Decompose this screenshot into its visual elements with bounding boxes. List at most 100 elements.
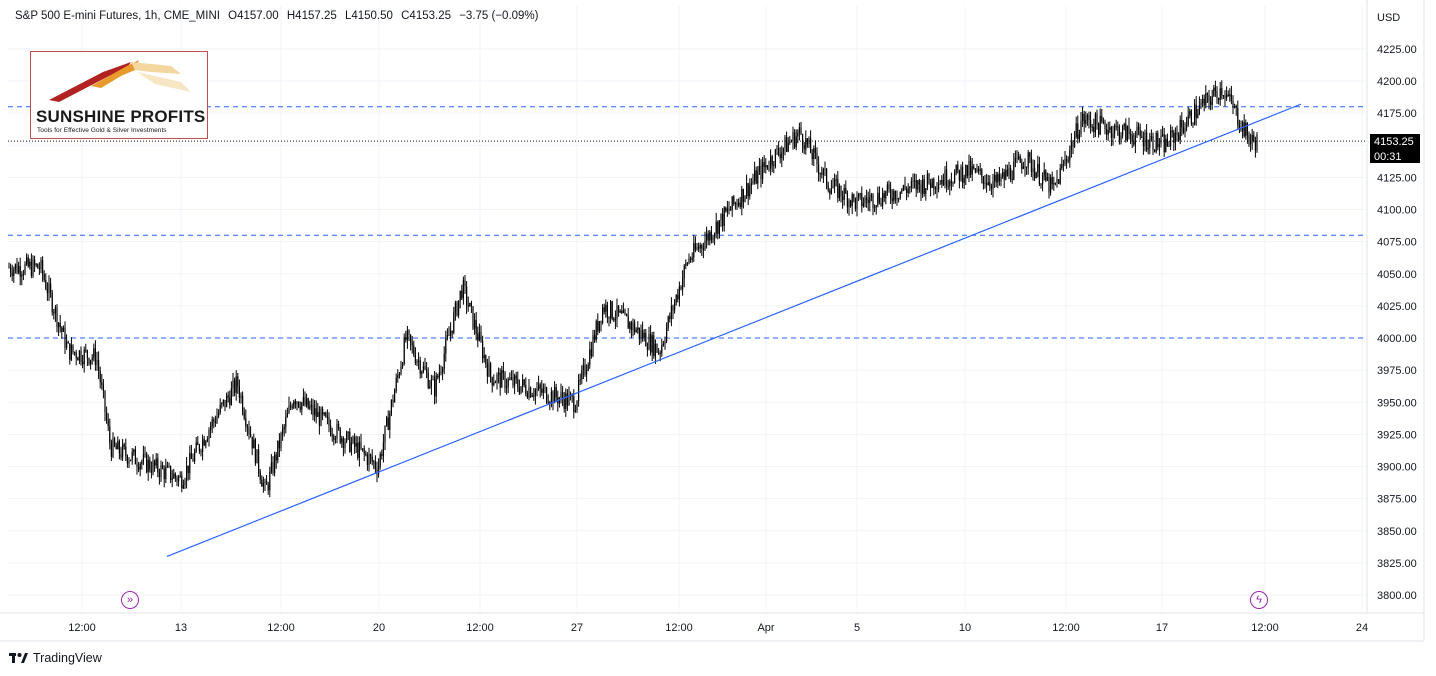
candle bbox=[968, 154, 970, 182]
candle-body bbox=[384, 425, 386, 443]
candle bbox=[696, 242, 698, 251]
candle bbox=[995, 171, 997, 188]
candle-body bbox=[266, 481, 268, 485]
candle bbox=[110, 439, 112, 461]
candle-body bbox=[694, 243, 696, 250]
time-axis[interactable]: 12:00 13 12:00 20 12:00 27 12:00 Apr 5 10 12:00 17 1… bbox=[68, 622, 1368, 634]
candle bbox=[739, 197, 741, 210]
candle bbox=[472, 306, 474, 331]
candle-body bbox=[37, 264, 39, 269]
candle bbox=[326, 409, 328, 425]
candle-body bbox=[346, 432, 348, 442]
candle bbox=[494, 380, 496, 384]
lightning-event-icon[interactable]: ϟ bbox=[1250, 591, 1268, 609]
candle bbox=[342, 436, 344, 457]
candle-body bbox=[949, 181, 951, 187]
candle-body bbox=[1046, 177, 1048, 181]
candle bbox=[685, 259, 687, 270]
candle bbox=[576, 400, 578, 413]
footer[interactable]: TradingView bbox=[9, 651, 102, 665]
candle-body bbox=[939, 183, 941, 185]
candle-body bbox=[381, 453, 383, 456]
candle bbox=[411, 336, 413, 354]
candle bbox=[714, 232, 716, 246]
candle bbox=[523, 378, 525, 388]
candle-body bbox=[840, 186, 842, 197]
candle-body bbox=[1048, 177, 1050, 193]
candle bbox=[565, 388, 567, 417]
candle-body bbox=[834, 179, 836, 187]
candle-body bbox=[664, 340, 666, 344]
candle bbox=[349, 428, 351, 453]
symbol-legend[interactable]: S&P 500 E-mini Futures, 1h, CME_MINI O41… bbox=[15, 10, 543, 22]
candle-body bbox=[1128, 126, 1130, 135]
candle bbox=[973, 163, 975, 170]
candle bbox=[1224, 90, 1226, 107]
candle bbox=[805, 130, 807, 155]
candle bbox=[491, 376, 493, 393]
candle bbox=[35, 262, 37, 268]
candle-body bbox=[1006, 169, 1008, 176]
candle bbox=[989, 175, 991, 192]
candle bbox=[298, 401, 300, 409]
candle-body bbox=[206, 439, 208, 442]
candle bbox=[904, 176, 906, 191]
candle bbox=[29, 258, 31, 270]
candle bbox=[1128, 117, 1130, 140]
candle bbox=[619, 309, 621, 314]
candle-body bbox=[459, 290, 461, 301]
candle bbox=[712, 235, 714, 244]
candle bbox=[766, 165, 768, 170]
candle bbox=[82, 354, 84, 369]
candle bbox=[1158, 138, 1160, 156]
candle bbox=[339, 427, 341, 445]
candle-body bbox=[534, 389, 536, 397]
candle bbox=[1090, 111, 1092, 134]
candle bbox=[1109, 121, 1111, 133]
candle-body bbox=[214, 421, 216, 423]
candle-body bbox=[757, 171, 759, 184]
candle-body bbox=[672, 306, 674, 311]
candle-body bbox=[872, 194, 874, 208]
candle bbox=[304, 391, 306, 407]
price-axis[interactable]: 3800.003825.003850.003875.003900.003925.… bbox=[1377, 44, 1417, 602]
candle-body bbox=[1053, 183, 1055, 185]
candle bbox=[344, 438, 346, 454]
candle-body bbox=[320, 408, 322, 426]
candle bbox=[942, 173, 944, 187]
fast-forward-event-icon[interactable]: » bbox=[121, 591, 139, 609]
candle-body bbox=[269, 471, 271, 491]
candle bbox=[990, 183, 992, 196]
candle bbox=[768, 160, 770, 172]
candle-body bbox=[773, 165, 775, 167]
candle bbox=[520, 386, 522, 395]
candle-body bbox=[1107, 129, 1109, 135]
candle bbox=[514, 373, 516, 395]
candle-body bbox=[474, 319, 476, 329]
candle bbox=[626, 313, 628, 317]
candle-body bbox=[686, 263, 688, 265]
candle-body bbox=[595, 321, 597, 341]
candle-body bbox=[270, 462, 272, 472]
candle bbox=[946, 161, 948, 193]
candle-body bbox=[117, 441, 119, 450]
candle bbox=[862, 197, 864, 208]
candle bbox=[664, 336, 666, 350]
candle-body bbox=[851, 194, 853, 207]
candle bbox=[646, 342, 648, 357]
candle-body bbox=[222, 399, 224, 404]
candle bbox=[109, 418, 111, 450]
candle-body bbox=[462, 279, 464, 299]
candle-body bbox=[144, 453, 146, 455]
candle-body bbox=[637, 327, 639, 330]
candle-body bbox=[602, 307, 604, 323]
candle-body bbox=[1229, 94, 1231, 97]
candle-body bbox=[157, 458, 159, 473]
candle-body bbox=[106, 412, 108, 421]
candle bbox=[72, 344, 74, 355]
candle bbox=[510, 370, 512, 381]
candle bbox=[1203, 94, 1205, 112]
candle bbox=[643, 329, 645, 342]
candle-body bbox=[795, 136, 797, 148]
